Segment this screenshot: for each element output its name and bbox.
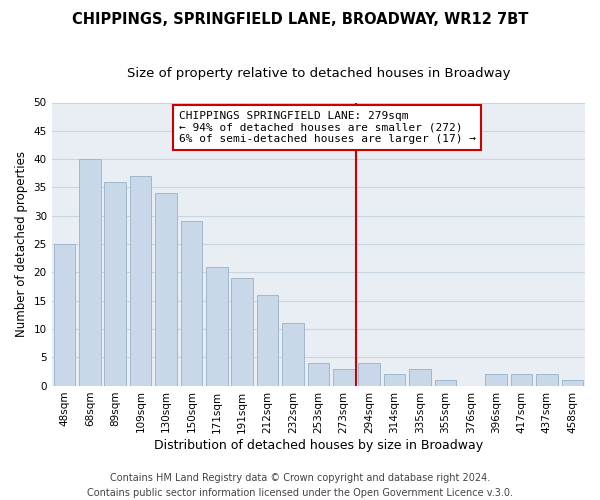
Bar [434,380,456,386]
Text: Contains HM Land Registry data © Crown copyright and database right 2024.
Contai: Contains HM Land Registry data © Crown c… [87,472,513,498]
Bar [104,182,126,386]
Bar [485,374,507,386]
Bar [155,193,177,386]
Bar [308,363,329,386]
Text: CHIPPINGS, SPRINGFIELD LANE, BROADWAY, WR12 7BT: CHIPPINGS, SPRINGFIELD LANE, BROADWAY, W… [72,12,528,28]
Bar [206,266,227,386]
Bar [79,159,101,386]
Title: Size of property relative to detached houses in Broadway: Size of property relative to detached ho… [127,68,510,80]
Bar [282,324,304,386]
Bar [511,374,532,386]
Bar [257,295,278,386]
Bar [333,368,355,386]
Bar [409,368,431,386]
Bar [232,278,253,386]
X-axis label: Distribution of detached houses by size in Broadway: Distribution of detached houses by size … [154,440,483,452]
Bar [536,374,557,386]
Bar [562,380,583,386]
Bar [130,176,151,386]
Bar [358,363,380,386]
Text: CHIPPINGS SPRINGFIELD LANE: 279sqm
← 94% of detached houses are smaller (272)
6%: CHIPPINGS SPRINGFIELD LANE: 279sqm ← 94%… [179,111,476,144]
Y-axis label: Number of detached properties: Number of detached properties [15,151,28,337]
Bar [53,244,75,386]
Bar [384,374,406,386]
Bar [181,222,202,386]
